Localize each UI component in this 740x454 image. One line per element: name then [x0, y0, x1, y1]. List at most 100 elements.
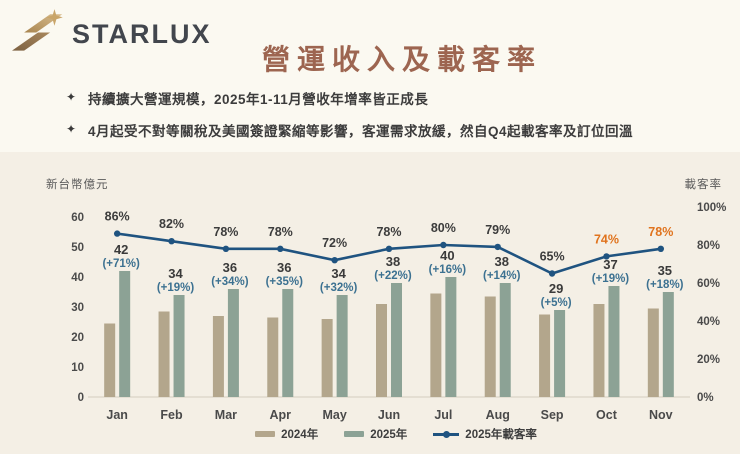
x-axis-label-May: May: [322, 408, 346, 422]
bar-2025-Nov: [662, 292, 674, 397]
load-factor-point-May: [331, 257, 338, 264]
left-axis-caption: 新台幣億元: [46, 179, 109, 191]
legend-swatch-2024: [255, 431, 276, 437]
right-axis-tick: 60%: [697, 278, 720, 290]
growth-label-Mar: (+34%): [211, 276, 249, 288]
legend-swatch-2025: [344, 431, 365, 437]
x-axis-label-Nov: Nov: [649, 408, 673, 422]
legend-swatch-load-factor-dot: [443, 430, 451, 438]
bar-2025-Jul: [445, 277, 457, 397]
x-axis-label-Aug: Aug: [486, 408, 510, 422]
value-label-Jul: 40: [440, 248, 454, 263]
right-axis-tick: 40%: [697, 316, 720, 328]
load-factor-point-Sep: [548, 270, 556, 277]
bullet-star-icon: ✦: [66, 90, 77, 104]
bar-2025-Apr: [282, 289, 294, 397]
x-axis-label-Sep: Sep: [541, 408, 564, 422]
legend-label-load-factor: 2025年載客率: [465, 429, 537, 441]
load-factor-label-Mar: 78%: [213, 225, 238, 239]
load-factor-label-Nov: 78%: [648, 225, 673, 239]
load-factor-point-Mar: [222, 245, 230, 252]
value-label-Feb: 34: [168, 266, 183, 281]
value-label-Oct: 37: [603, 257, 617, 272]
load-factor-point-Oct: [603, 253, 610, 260]
bar-2024-Sep: [539, 314, 551, 397]
growth-label-May: (+32%): [320, 282, 358, 294]
left-axis-tick: 30: [71, 302, 84, 314]
growth-label-Jul: (+16%): [429, 264, 467, 276]
value-label-Apr: 36: [277, 260, 291, 275]
legend-label-2025: 2025年: [370, 429, 408, 441]
right-axis-tick: 100%: [697, 202, 726, 214]
bar-2024-Jun: [376, 304, 387, 397]
legend-swatch-load-factor-line: [433, 430, 460, 438]
bullet-text: 4月起受不對等關稅及美國簽證緊縮等影響，客運需求放緩，然自Q4起載客率及訂位回溫: [88, 124, 634, 139]
x-axis-label-Feb: Feb: [160, 408, 183, 422]
starlux-wordmark: STARLUX: [72, 18, 212, 49]
x-axis-label-Jul: Jul: [434, 408, 452, 422]
value-label-Jun: 38: [386, 254, 400, 269]
right-axis-tick: 20%: [697, 354, 720, 366]
load-factor-label-Oct: 74%: [594, 232, 619, 246]
load-factor-point-Apr: [277, 245, 284, 252]
load-factor-label-Feb: 82%: [159, 217, 184, 231]
revenue-load-factor-chart: 0 10 20 30 40 50 60 0% 20% 40% 60% 80% 100% 42(+71%) J…: [71, 202, 726, 422]
sparkle-star-icon: [46, 9, 63, 26]
bar-2025-Oct: [608, 286, 620, 397]
value-label-Mar: 36: [223, 260, 237, 275]
bar-2024-Jul: [430, 293, 442, 397]
left-axis-tick: 50: [71, 242, 84, 254]
value-label-Sep: 29: [549, 281, 563, 296]
starlux-logo: STARLUX: [12, 6, 212, 52]
load-factor-label-Jan: 86%: [105, 210, 130, 224]
load-factor-label-Apr: 78%: [268, 225, 293, 239]
left-axis-tick: 60: [71, 212, 84, 224]
x-axis-label-Mar: Mar: [215, 408, 237, 422]
value-label-Nov: 35: [658, 263, 672, 278]
x-axis-label-Jan: Jan: [106, 408, 128, 422]
x-axis-label-Apr: Apr: [270, 408, 292, 422]
legend-item-2024: 2024年: [255, 426, 318, 442]
bullet-item: ✦ 持續擴大營運規模，2025年1-11月營收年增率皆正成長: [66, 88, 633, 108]
growth-label-Nov: (+18%): [646, 279, 684, 291]
growth-label-Feb: (+19%): [157, 282, 195, 294]
growth-label-Aug: (+14%): [483, 270, 521, 282]
load-factor-label-Aug: 79%: [485, 223, 510, 237]
load-factor-label-May: 72%: [322, 236, 347, 250]
bar-2024-Nov: [647, 308, 659, 397]
load-factor-label-Jun: 78%: [376, 225, 401, 239]
bar-2024-May: [321, 319, 333, 397]
load-factor-label-Jul: 80%: [431, 221, 456, 235]
bar-2025-Sep: [554, 310, 566, 397]
load-factor-point-Jan: [113, 230, 121, 237]
left-axis-tick: 10: [71, 362, 84, 374]
left-axis-tick: 20: [71, 332, 84, 344]
load-factor-point-Nov: [657, 245, 665, 252]
bar-2024-Feb: [158, 311, 170, 397]
load-factor-point-Feb: [168, 238, 175, 245]
bar-2025-Jun: [391, 283, 402, 397]
bar-2024-Mar: [212, 316, 224, 397]
right-axis-tick: 80%: [697, 240, 720, 252]
bar-2025-May: [336, 295, 348, 397]
load-factor-label-Sep: 65%: [540, 250, 565, 264]
growth-label-Jun: (+22%): [374, 270, 412, 282]
chart-panel: 新台幣億元 載客率 0 10 20 30 40 50 60 0% 20% 40% 60% 80% 100…: [0, 152, 740, 454]
bar-2025-Mar: [227, 289, 239, 397]
load-factor-point-Aug: [494, 243, 501, 251]
legend-item-2025: 2025年: [344, 426, 407, 442]
right-axis-tick: 0%: [697, 392, 714, 404]
bar-2025-Jan: [119, 271, 131, 397]
x-axis-label-Oct: Oct: [596, 408, 618, 422]
bar-2024-Apr: [267, 317, 279, 397]
bar-2024-Aug: [484, 296, 496, 397]
chart-legend: 2024年 2025年 2025年載客率: [0, 424, 740, 444]
load-factor-point-Jun: [385, 245, 393, 252]
bar-2025-Aug: [499, 283, 511, 397]
legend-item-load-factor: 2025年載客率: [433, 426, 537, 442]
legend-label-2024: 2024年: [281, 429, 319, 441]
growth-label-Apr: (+35%): [266, 276, 304, 288]
value-label-Aug: 38: [494, 254, 508, 269]
bullet-item: ✦ 4月起受不對等關稅及美國簽證緊縮等影響，客運需求放緩，然自Q4起載客率及訂位…: [66, 120, 633, 140]
